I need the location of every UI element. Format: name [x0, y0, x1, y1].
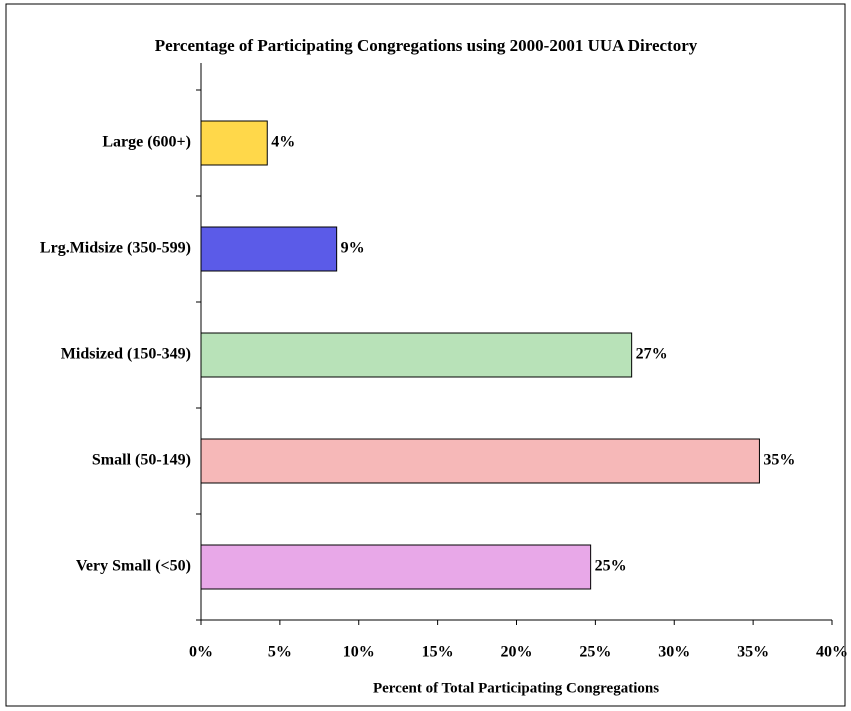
x-tick-label: 30% — [658, 644, 690, 661]
x-axis-title: Percent of Total Participating Congregat… — [373, 680, 659, 696]
x-tick-label: 40% — [816, 644, 848, 661]
x-tick-label: 15% — [422, 644, 454, 661]
x-tick-label: 5% — [268, 644, 292, 661]
bar — [200, 544, 592, 590]
bar — [200, 120, 268, 166]
bar — [200, 226, 338, 272]
y-tick-label: Large (600+) — [102, 134, 191, 151]
x-tick-label: 35% — [737, 644, 769, 661]
value-label: 9% — [341, 240, 365, 257]
y-tick-label: Lrg.Midsize (350-599) — [40, 240, 191, 257]
chart-title: Percentage of Participating Congregation… — [155, 36, 698, 55]
value-label: 25% — [595, 558, 627, 575]
value-label: 27% — [636, 346, 668, 363]
x-tick-label: 25% — [579, 644, 611, 661]
y-tick-label: Midsized (150-349) — [61, 346, 191, 363]
bar — [200, 438, 760, 484]
x-tick-label: 0% — [189, 644, 213, 661]
value-label: 4% — [271, 134, 295, 151]
y-tick-label: Very Small (<50) — [76, 558, 191, 575]
x-tick-label: 10% — [343, 644, 375, 661]
x-tick-label: 20% — [501, 644, 533, 661]
bar — [200, 332, 633, 378]
y-tick-label: Small (50-149) — [92, 452, 191, 469]
value-label: 35% — [763, 452, 795, 469]
